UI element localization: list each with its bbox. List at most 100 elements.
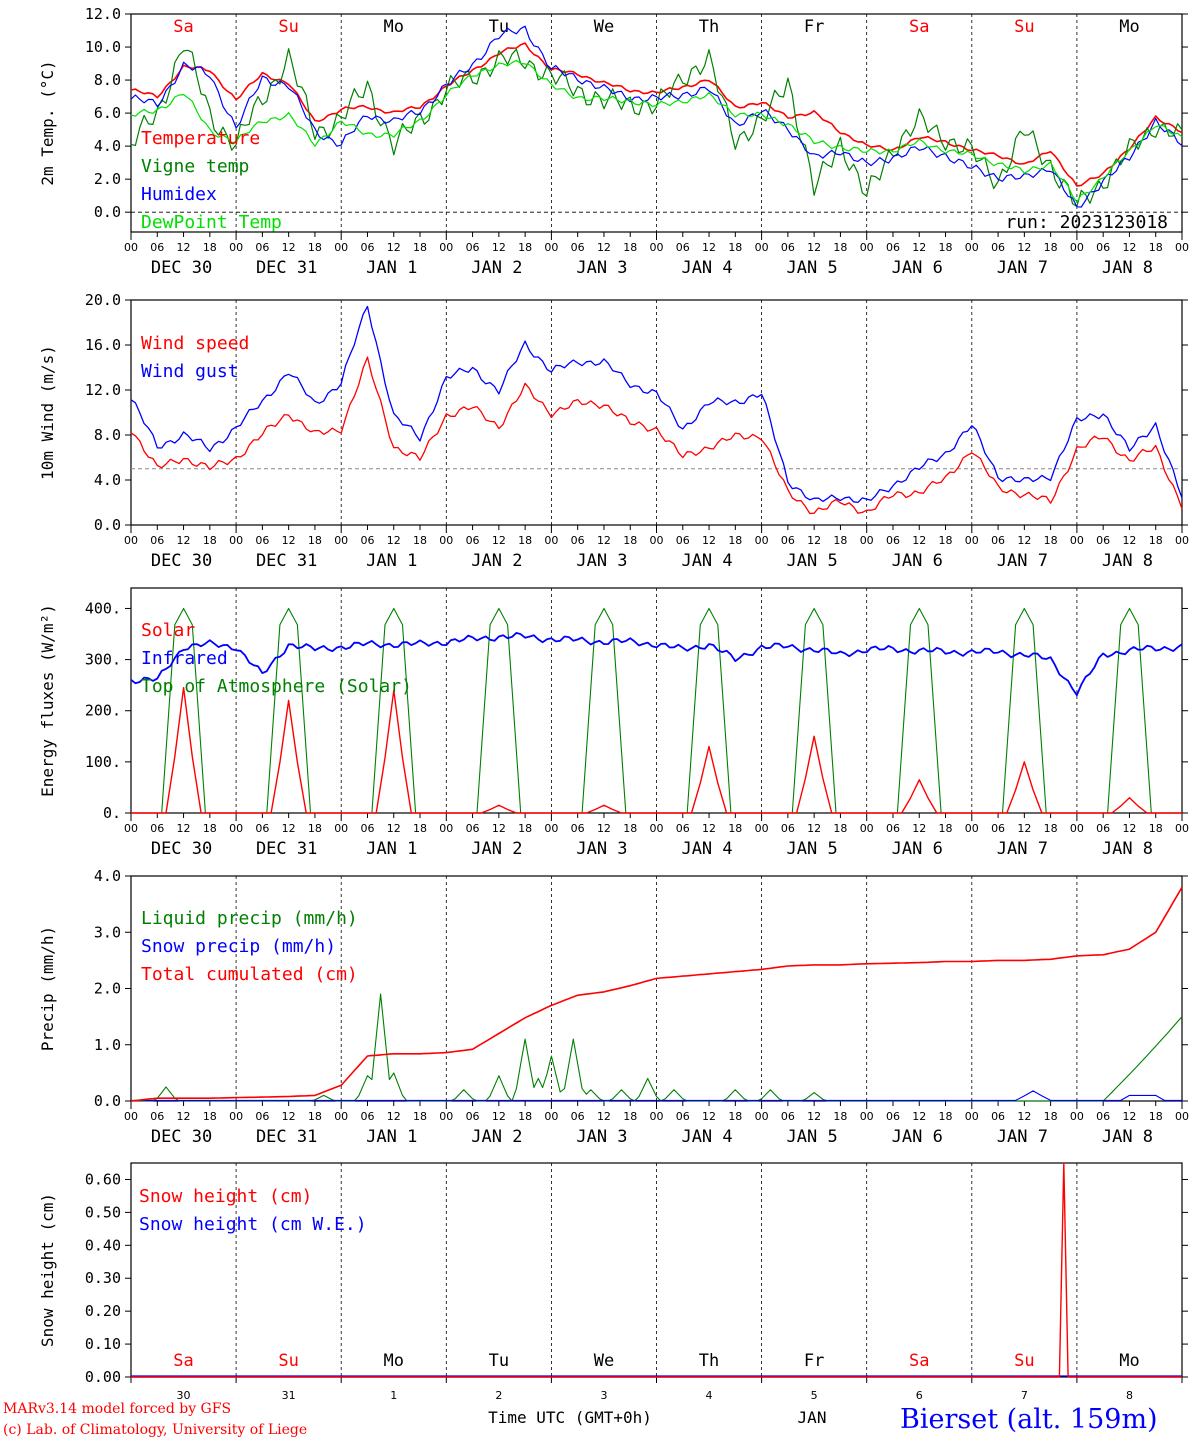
day-label: JAN 3: [576, 1127, 627, 1147]
weekday-label: Mo: [1119, 1351, 1139, 1371]
panel-2: 20.0 16.0 12.0 8.0 4.0 0.0 10m Wind (m/s) 00 06 1…: [38, 291, 1189, 571]
weekday-label: Su: [278, 17, 298, 37]
hour-label: 00: [1070, 1110, 1084, 1123]
day-label: DEC 30: [151, 839, 212, 859]
hour-label: 00: [965, 1110, 979, 1123]
hour-label: 00: [544, 822, 558, 835]
hour-label: 12: [1017, 822, 1031, 835]
hour-label: 06: [360, 241, 374, 254]
day-label: JAN 3: [576, 551, 627, 571]
hour-label: 12: [702, 822, 716, 835]
series-line-liquid: [131, 993, 1183, 1102]
hour-label: 06: [150, 534, 164, 547]
hour-label: 12: [282, 241, 296, 254]
hour-label: 00: [1175, 534, 1189, 547]
weekday-label: We: [594, 1351, 614, 1371]
month-label: JAN: [798, 1408, 827, 1427]
hour-label: 12: [387, 1110, 401, 1123]
hour-label: 18: [1149, 534, 1163, 547]
hour-label: 12: [1017, 1110, 1031, 1123]
hour-label: 18: [413, 1110, 427, 1123]
hour-label: 12: [807, 822, 821, 835]
y-tick-label: 0.00: [85, 1368, 121, 1386]
hour-label: 06: [676, 241, 690, 254]
hour-label: 12: [702, 1110, 716, 1123]
series-line-infrared: [130, 632, 1183, 697]
hour-label: 12: [1122, 822, 1136, 835]
hour-label: 18: [833, 1110, 847, 1123]
y-tick-label: 100.: [85, 753, 121, 771]
y-tick-label: 12.0: [85, 381, 121, 399]
hour-label: 18: [728, 1110, 742, 1123]
weekday-label: Su: [1014, 1351, 1034, 1371]
hour-label: 18: [203, 241, 217, 254]
hour-label: 00: [1175, 241, 1189, 254]
hour-label: 18: [1044, 241, 1058, 254]
hour-label: 18: [518, 534, 532, 547]
series-line-snow: [131, 1090, 1182, 1101]
hour-label: 12: [912, 822, 926, 835]
hour-label: 18: [203, 822, 217, 835]
hour-label: 06: [360, 822, 374, 835]
y-tick-label: 3.0: [94, 923, 121, 941]
legend-entry: Wind gust: [141, 361, 239, 382]
panel-5: 0.60 0.50 0.40 0.30 0.20 0.10 0.00 Snow height …: [38, 1162, 1188, 1402]
day-number: 5: [811, 1389, 818, 1402]
day-label: DEC 30: [151, 1127, 212, 1147]
series-line-total: [130, 886, 1183, 1102]
day-label: JAN 6: [892, 258, 943, 278]
series-line-snow-height: [131, 1162, 1182, 1378]
hour-label: 06: [991, 534, 1005, 547]
hour-label: 00: [229, 1110, 243, 1123]
hour-label: 00: [334, 1110, 348, 1123]
station-name: Bierset (alt. 159m): [900, 1404, 1158, 1435]
hour-label: 18: [728, 822, 742, 835]
y-tick-label: 300.: [85, 651, 121, 669]
hour-label: 12: [282, 1110, 296, 1123]
hour-label: 00: [229, 822, 243, 835]
hour-label: 06: [150, 241, 164, 254]
x-axis-label: Time UTC (GMT+0h): [488, 1408, 652, 1427]
day-label: JAN 5: [787, 1127, 838, 1147]
weekday-label: Su: [1014, 17, 1034, 37]
day-label: JAN 2: [471, 551, 522, 571]
day-label: JAN 7: [997, 839, 1048, 859]
hour-label: 00: [439, 241, 453, 254]
hour-label: 06: [1096, 1110, 1110, 1123]
hour-label: 00: [439, 534, 453, 547]
run-annotation: run: 2023123018: [1005, 212, 1168, 233]
hour-label: 06: [781, 241, 795, 254]
y-tick-label: 0.0: [94, 203, 121, 221]
hour-label: 06: [360, 534, 374, 547]
day-number: 4: [706, 1389, 713, 1402]
hour-label: 12: [177, 241, 191, 254]
hour-label: 12: [1122, 241, 1136, 254]
day-label: JAN 1: [366, 839, 417, 859]
hour-label: 00: [965, 241, 979, 254]
hour-label: 12: [912, 1110, 926, 1123]
hour-label: 00: [755, 534, 769, 547]
y-tick-label: 6.0: [94, 104, 121, 122]
day-label: DEC 30: [151, 551, 212, 571]
hour-label: 12: [912, 534, 926, 547]
weekday-label: Tu: [489, 17, 509, 37]
hour-label: 00: [544, 1110, 558, 1123]
hour-label: 00: [965, 534, 979, 547]
hour-label: 06: [466, 1110, 480, 1123]
series-line-2: [130, 25, 1183, 208]
hour-label: 06: [255, 1110, 269, 1123]
day-number: 7: [1021, 1389, 1028, 1402]
hour-label: 12: [1017, 534, 1031, 547]
legend-entry: Total cumulated (cm): [141, 964, 358, 985]
series-line-0: [130, 42, 1183, 187]
hour-label: 18: [939, 1110, 953, 1123]
day-label: JAN 8: [1102, 258, 1153, 278]
legend-entry: Temperature: [141, 128, 260, 149]
hour-label: 00: [544, 534, 558, 547]
y-axis-label: Precip (mm/h): [38, 926, 57, 1051]
day-number: 30: [177, 1389, 191, 1402]
day-number: 8: [1126, 1389, 1133, 1402]
y-tick-label: 8.0: [94, 71, 121, 89]
day-label: JAN 8: [1102, 1127, 1153, 1147]
